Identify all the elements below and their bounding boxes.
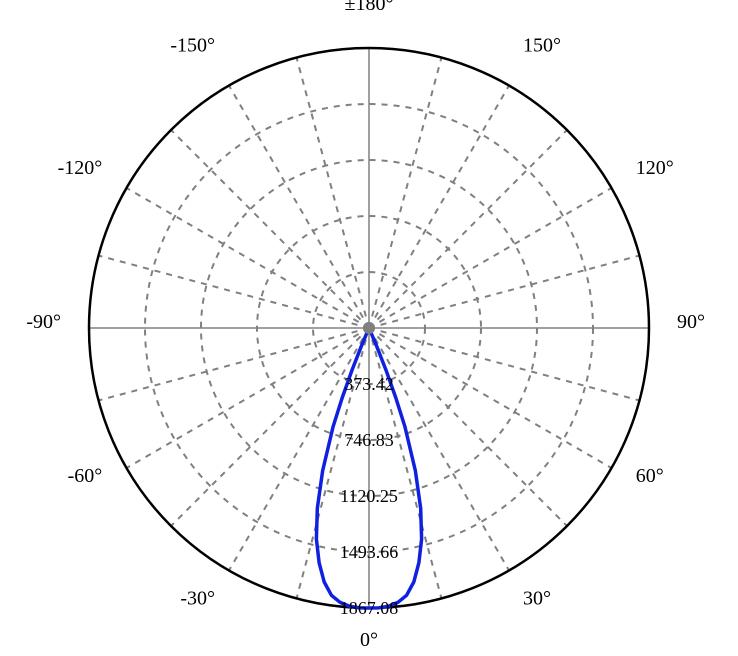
- angle-tick-label: 0°: [360, 629, 378, 651]
- angle-tick-label: -60°: [68, 465, 103, 487]
- angle-tick-label: -120°: [58, 157, 103, 179]
- polar-svg: 373.42 746.83 1120.25 1493.66 1867.08 0° 30° 60…: [0, 0, 738, 656]
- angle-tick-label: -90°: [26, 311, 61, 333]
- angle-tick-label: ±180°: [345, 0, 394, 15]
- angle-tick-label: -30°: [180, 588, 215, 610]
- angle-tick-label: 30°: [523, 588, 551, 610]
- radial-tick-label: 1120.25: [340, 486, 398, 506]
- radial-tick-label: 1867.08: [340, 598, 399, 618]
- angle-tick-label: 120°: [636, 157, 674, 179]
- radial-tick-label: 373.42: [344, 374, 394, 394]
- radial-tick-label: 1493.66: [340, 542, 399, 562]
- polar-chart: 373.42 746.83 1120.25 1493.66 1867.08 0° 30° 60…: [0, 0, 738, 656]
- angle-tick-label: 150°: [523, 34, 561, 56]
- angle-tick-label: -150°: [170, 34, 215, 56]
- angle-tick-label: 60°: [636, 465, 664, 487]
- angle-tick-label: 90°: [677, 311, 705, 333]
- radial-tick-label: 746.83: [344, 430, 394, 450]
